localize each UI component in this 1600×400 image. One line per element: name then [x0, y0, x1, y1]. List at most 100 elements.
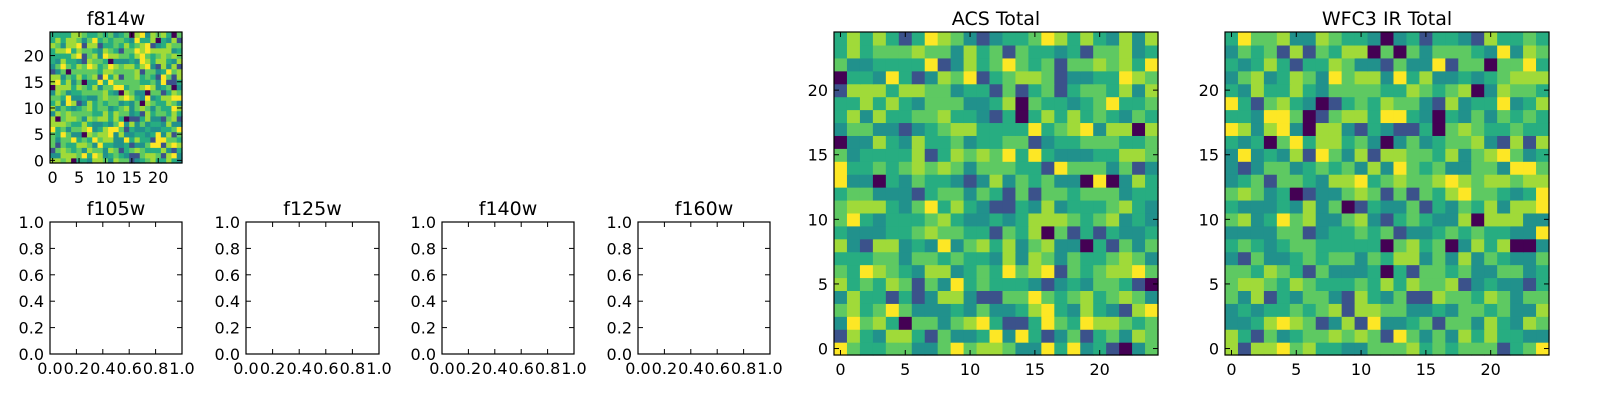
heatmap-cell — [846, 264, 861, 279]
heatmap-cell — [1484, 83, 1498, 98]
heatmap-cell — [1054, 303, 1068, 317]
heatmap-cell — [171, 105, 178, 112]
y-tick-label: 0.6 — [607, 266, 632, 285]
heatmap-cell — [171, 131, 178, 138]
heatmap-cell — [81, 52, 88, 59]
heatmap-cell — [1225, 329, 1239, 343]
heatmap-cell — [123, 37, 130, 44]
heatmap-cell — [1054, 212, 1068, 227]
heatmap-cell — [1106, 251, 1120, 266]
heatmap-cell — [1119, 225, 1133, 240]
heatmap-cell — [150, 58, 157, 65]
heatmap-cell — [1289, 122, 1304, 136]
heatmap-cell — [846, 122, 861, 136]
heatmap-cell — [1419, 316, 1433, 330]
heatmap-cell — [1432, 316, 1446, 330]
heatmap-cell — [1497, 251, 1511, 266]
heatmap-cell — [1523, 199, 1537, 214]
heatmap-cell — [123, 94, 130, 101]
heatmap-cell — [1080, 83, 1094, 98]
heatmap-cell — [150, 63, 157, 70]
heatmap-cell — [1225, 122, 1239, 136]
heatmap-cell — [150, 115, 157, 122]
heatmap-cell — [1328, 148, 1343, 162]
heatmap-cell — [139, 147, 146, 154]
heatmap-cell — [911, 303, 926, 317]
heatmap-cell — [92, 121, 99, 127]
x-tick-label: 0 — [1226, 360, 1236, 379]
heatmap-cell — [171, 89, 178, 96]
heatmap-cell — [1067, 199, 1081, 214]
axes-frame — [245, 221, 380, 355]
heatmap-cell — [1484, 32, 1498, 46]
heatmap-cell — [160, 94, 167, 101]
heatmap-cell — [1458, 238, 1472, 253]
heatmap-cell — [898, 161, 913, 175]
heatmap-cell — [1106, 161, 1120, 175]
heatmap-cell — [81, 105, 88, 112]
heatmap-cell — [176, 63, 183, 70]
heatmap-cell — [1510, 290, 1524, 304]
heatmap-cell — [1341, 83, 1356, 98]
heatmap-cell — [1119, 148, 1133, 162]
heatmap-cell — [176, 126, 183, 133]
heatmap-cell — [1106, 32, 1120, 46]
heatmap-cell — [846, 212, 861, 227]
heatmap-cell — [1380, 174, 1395, 188]
heatmap-cell — [898, 251, 913, 266]
heatmap-cell — [60, 147, 67, 154]
heatmap-cell — [1341, 342, 1356, 356]
heatmap-cell — [97, 121, 104, 127]
heatmap-cell — [166, 32, 173, 38]
heatmap-cell — [1225, 57, 1239, 72]
heatmap-cell — [1328, 303, 1343, 317]
heatmap-cell — [1510, 251, 1524, 266]
heatmap-cell — [176, 47, 183, 54]
heatmap-cell — [60, 142, 67, 148]
heatmap-cell — [1015, 199, 1029, 214]
heatmap-cell — [1119, 135, 1133, 149]
heatmap-cell — [50, 58, 56, 65]
heatmap-cell — [1054, 290, 1068, 304]
heatmap-cell — [885, 83, 900, 98]
heatmap-cell — [1225, 135, 1239, 149]
heatmap-cell — [118, 157, 125, 164]
heatmap-cell — [160, 100, 167, 106]
heatmap-cell — [1106, 264, 1120, 279]
heatmap-cell — [1354, 277, 1369, 291]
heatmap-cell — [1328, 161, 1343, 175]
heatmap-cell — [1054, 187, 1068, 201]
heatmap-cell — [123, 68, 130, 75]
heatmap-cell — [1054, 342, 1068, 356]
heatmap-cell — [1119, 57, 1133, 72]
heatmap-cell — [1458, 290, 1472, 304]
heatmap-cell — [1406, 135, 1420, 149]
heatmap-cell — [65, 47, 72, 54]
heatmap-cell — [171, 32, 178, 38]
heatmap-cells — [1225, 32, 1550, 356]
axes-frame — [49, 221, 183, 355]
heatmap-cell — [166, 142, 173, 148]
heatmap-cell — [1302, 70, 1317, 85]
heatmap-cell — [81, 142, 88, 148]
heatmap-cell — [139, 58, 146, 65]
heatmap-cell — [872, 277, 887, 291]
heatmap-cell — [846, 199, 861, 214]
heatmap-cell — [1041, 96, 1055, 111]
heatmap-cell — [976, 329, 991, 343]
heatmap-cell — [1315, 83, 1330, 98]
heatmap-cell — [1041, 135, 1055, 149]
heatmap-cell — [911, 199, 926, 214]
heatmap-cell — [92, 73, 99, 80]
heatmap-cell — [1354, 316, 1369, 330]
heatmap-cell — [155, 142, 162, 148]
heatmap-cell — [834, 303, 848, 317]
heatmap-cell — [1471, 264, 1485, 279]
heatmap-cell — [55, 147, 62, 154]
heatmap-cell — [1302, 342, 1317, 356]
heatmap-cell — [1341, 290, 1356, 304]
heatmap-cell — [1510, 96, 1524, 111]
heatmap-cell — [86, 126, 93, 133]
heatmap-cell — [1458, 70, 1472, 85]
heatmap-cell — [1276, 109, 1291, 124]
